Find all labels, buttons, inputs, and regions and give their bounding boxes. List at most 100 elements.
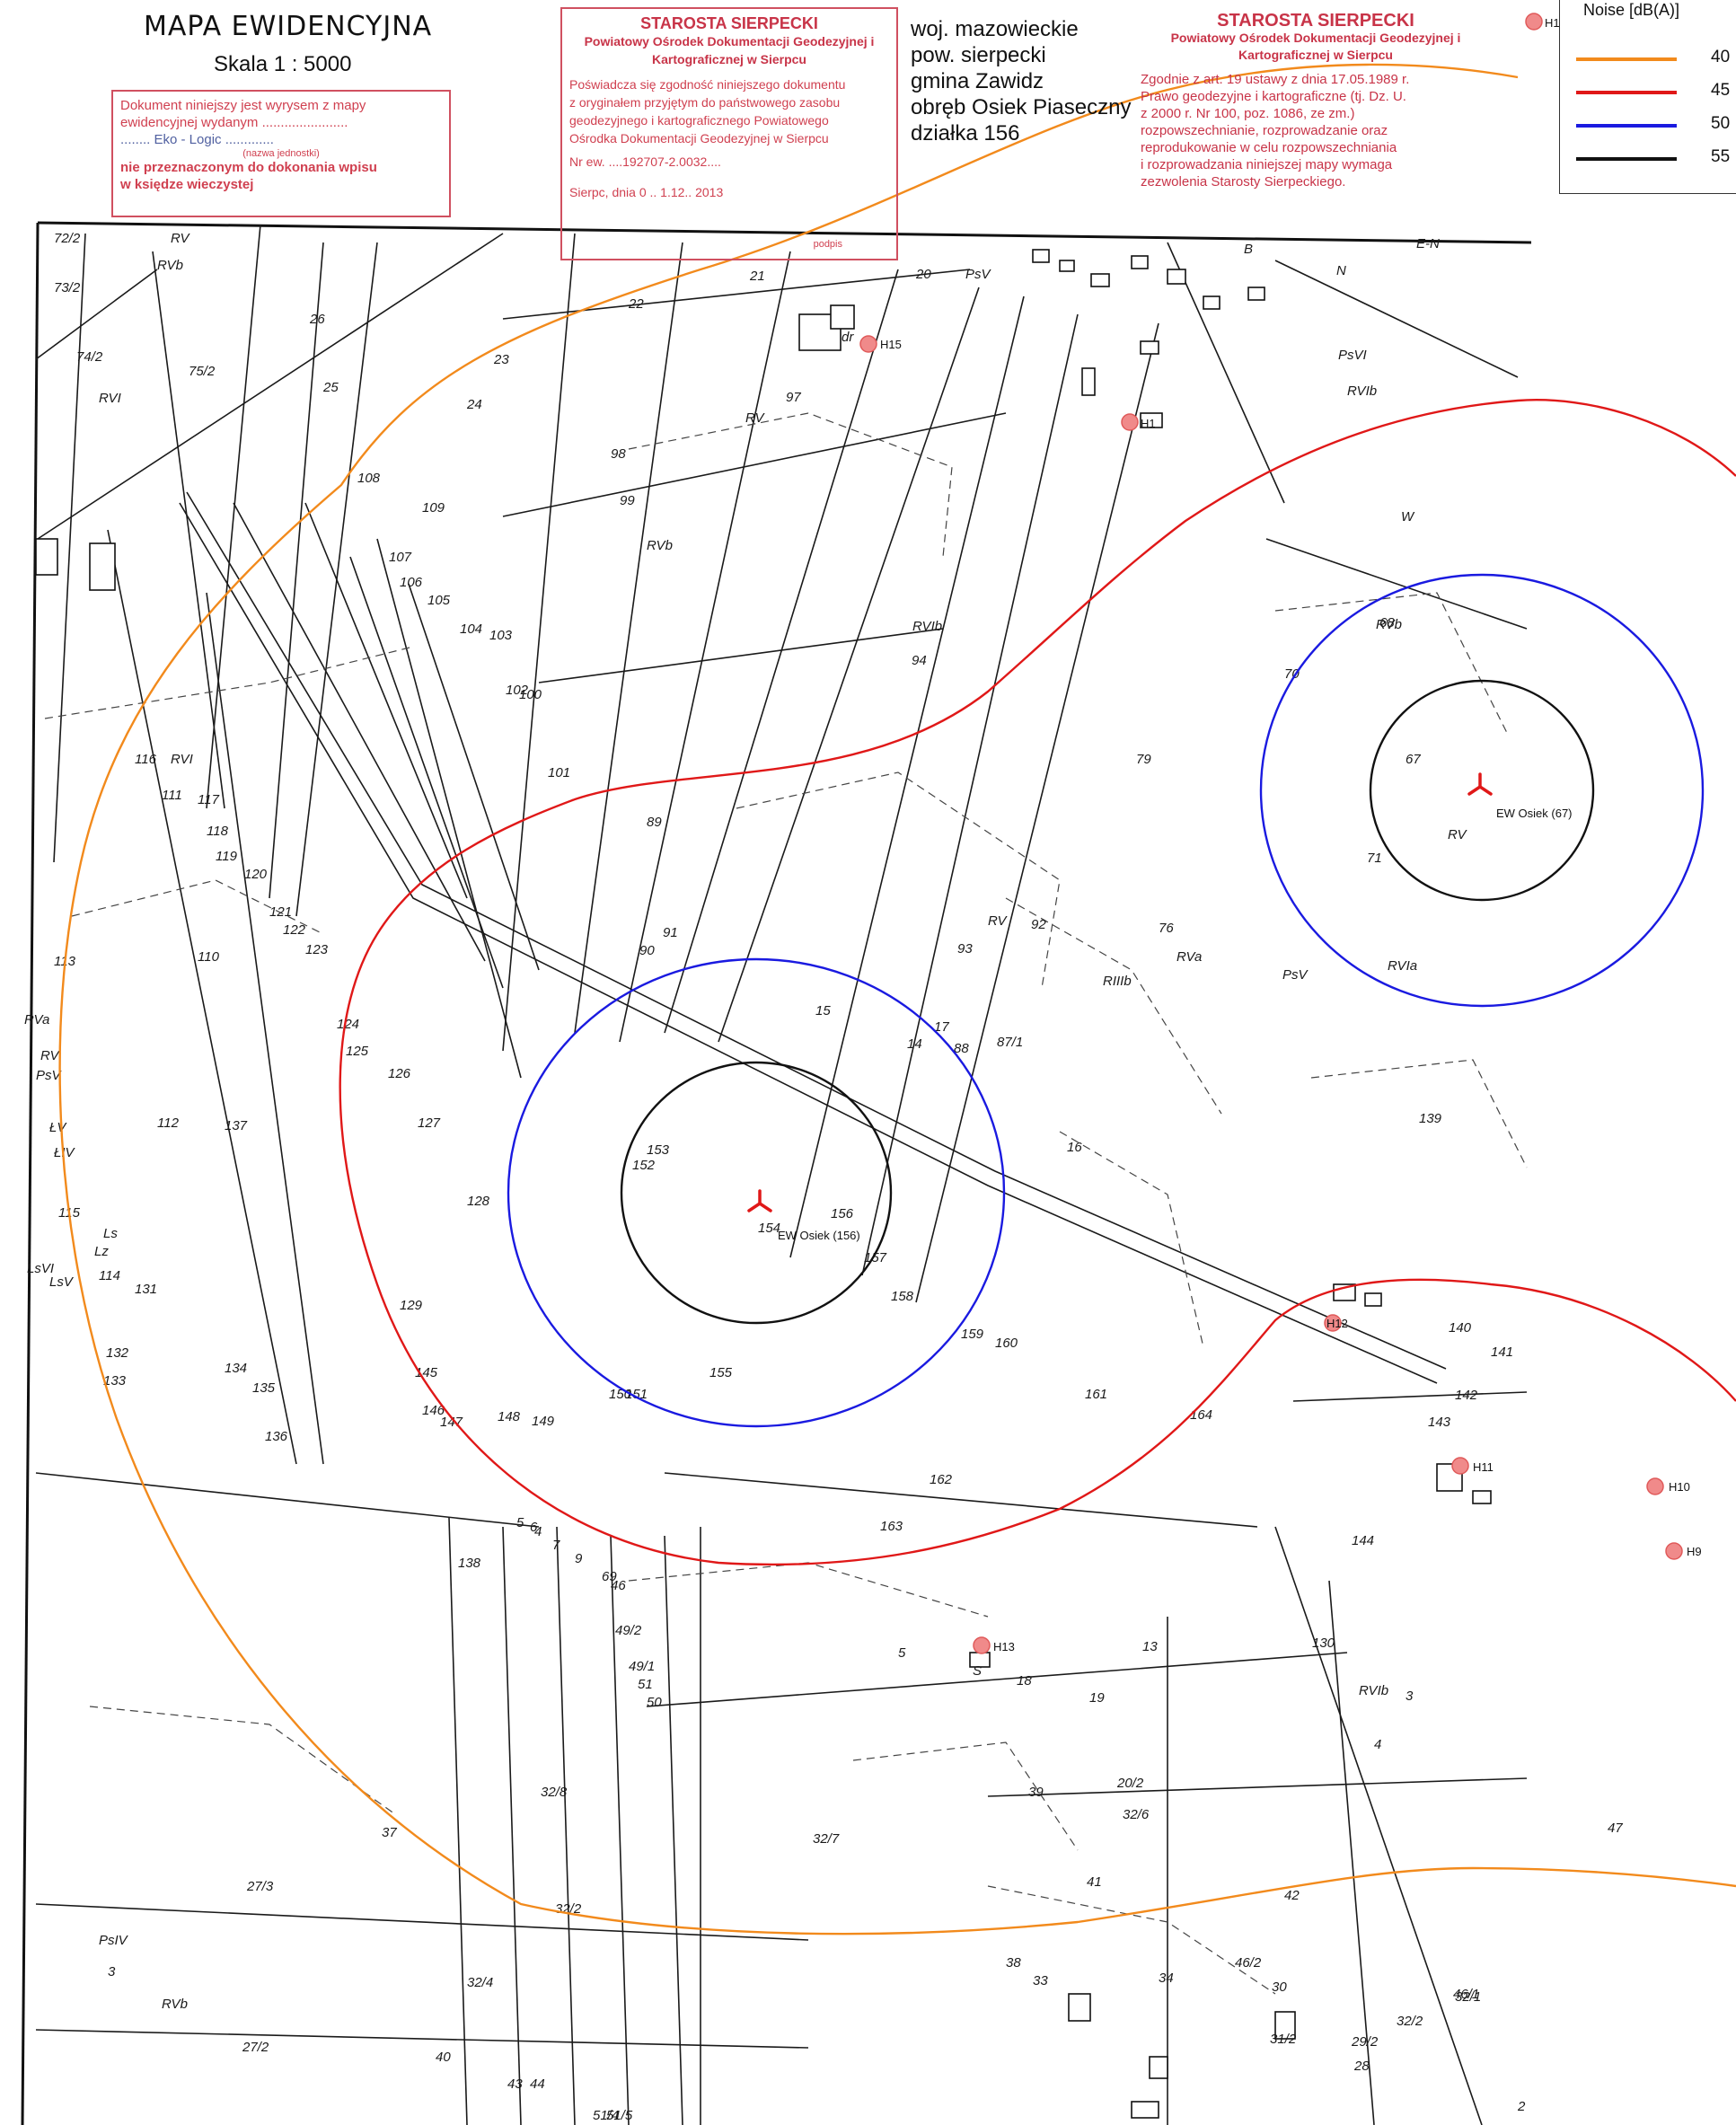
parcel-label: 2 bbox=[1517, 2099, 1526, 2114]
parcel-label: 93 bbox=[957, 941, 973, 957]
parcel-label: 128 bbox=[467, 1194, 490, 1209]
receptor-label-h1-top: H1 bbox=[1545, 16, 1560, 30]
parcel-label: 106 bbox=[400, 575, 423, 590]
copyright-stamp-head: STAROSTA SIERPECKI bbox=[1217, 11, 1414, 31]
parcel-label: 51 bbox=[638, 1677, 653, 1692]
parcel-label: 107 bbox=[389, 550, 412, 565]
parcel-label: LsVI bbox=[27, 1261, 54, 1276]
parcel-label: 74/2 bbox=[76, 349, 103, 365]
receptor-label-h9: H9 bbox=[1687, 1545, 1702, 1558]
parcel-label: 132 bbox=[106, 1345, 129, 1361]
receptor-label-h10: H10 bbox=[1669, 1480, 1690, 1494]
parcel-label: 120 bbox=[244, 867, 268, 882]
parcel-label: 126 bbox=[388, 1066, 411, 1081]
certification-line-6: Sierpc, dnia 0 .. 1.12.. 2013 bbox=[569, 185, 724, 199]
copyright-line-2: Prawo geodezyjne i kartograficzne (tj. D… bbox=[1141, 89, 1406, 104]
location-precinct: obręb Osiek Piaseczny bbox=[911, 95, 1132, 119]
parcel-label: 90 bbox=[639, 943, 655, 958]
parcel-label: 20/2 bbox=[1116, 1776, 1144, 1791]
parcel-label: 38 bbox=[1006, 1955, 1021, 1971]
legend-swatch-45 bbox=[1576, 91, 1677, 94]
parcel-label: 40 bbox=[436, 2050, 451, 2065]
parcel-label: 97 bbox=[786, 390, 801, 405]
parcel-label: 160 bbox=[995, 1336, 1018, 1351]
contour-50-db-156 bbox=[507, 957, 1006, 1428]
contour-50-db-67 bbox=[1259, 573, 1705, 1008]
parcel-boundaries bbox=[35, 224, 1528, 2125]
receptor-label-h12: H12 bbox=[1326, 1317, 1348, 1330]
parcel-label: 76 bbox=[1159, 921, 1174, 936]
turbine-label-67: EW Osiek (67) bbox=[1496, 807, 1573, 820]
parcel-label: 94 bbox=[912, 653, 927, 668]
parcel-label: 164 bbox=[1190, 1407, 1212, 1423]
copyright-line-6: i rozprowadzania niniejszej mapy wymaga bbox=[1141, 157, 1393, 172]
receptor-label-h11: H11 bbox=[1473, 1460, 1494, 1474]
certification-line-2: z oryginałem przyjętym do państwowego za… bbox=[569, 95, 841, 110]
parcel-label: RVb bbox=[647, 538, 673, 553]
turbine-label-156: EW Osiek (156) bbox=[778, 1229, 860, 1242]
parcel-label: 117 bbox=[198, 792, 220, 807]
parcel-label: 30 bbox=[1272, 1980, 1287, 1995]
parcel-label: E-N bbox=[1416, 236, 1440, 251]
parcel-label: 71 bbox=[1367, 851, 1382, 866]
parcel-label: S bbox=[973, 1663, 982, 1679]
parcel-label: 5 bbox=[898, 1645, 906, 1661]
legend-swatch-55 bbox=[1576, 157, 1677, 161]
parcel-label: 156 bbox=[831, 1206, 854, 1221]
parcel-label: 34 bbox=[1159, 1971, 1174, 1986]
landuse-boundaries bbox=[44, 412, 1528, 1995]
parcel-label: RVIb bbox=[912, 619, 942, 634]
certification-stamp-sub: Powiatowy Ośrodek Dokumentacji Geodezyjn… bbox=[584, 34, 875, 66]
parcel-label: 19 bbox=[1089, 1690, 1105, 1706]
parcel-label: 121 bbox=[269, 904, 292, 920]
parcel-label: dr bbox=[842, 330, 854, 345]
copyright-line-1: Zgodnie z art. 19 ustawy z dnia 17.05.19… bbox=[1141, 72, 1410, 87]
parcel-label: 149 bbox=[532, 1414, 555, 1429]
extract-stamp-line-2: ewidencyjnej wydanym ...................… bbox=[120, 115, 348, 130]
turbine-67 bbox=[1467, 772, 1493, 796]
parcel-label: RVI bbox=[99, 391, 121, 406]
parcel-label: 44 bbox=[530, 2077, 545, 2092]
parcel-label: 146 bbox=[422, 1403, 445, 1418]
parcel-label: 143 bbox=[1428, 1415, 1451, 1430]
parcel-label: 153 bbox=[647, 1142, 670, 1158]
receptor-label-h1: H1 bbox=[1141, 417, 1156, 430]
certification-stamp: STAROSTA SIERPECKI Powiatowy Ośrodek Dok… bbox=[560, 7, 898, 260]
copyright-stamp-sub: Powiatowy Ośrodek Dokumentacji Geodezyjn… bbox=[1170, 31, 1461, 62]
parcel-label: 141 bbox=[1491, 1345, 1513, 1360]
parcel-label: RIIIb bbox=[1103, 974, 1132, 989]
turbine-icon bbox=[1467, 772, 1493, 796]
parcel-label: 122 bbox=[283, 922, 306, 938]
parcel-label: 123 bbox=[305, 942, 329, 957]
parcel-label: 32/4 bbox=[467, 1975, 493, 1990]
legend-item-45: 45 bbox=[1576, 81, 1734, 104]
receptor-label-h15: H15 bbox=[880, 338, 902, 351]
certification-line-4: Ośrodka Dokumentacji Geodezyjnej w Sierp… bbox=[569, 131, 829, 145]
parcel-label: 154 bbox=[758, 1221, 780, 1236]
parcel-label: W bbox=[1401, 509, 1415, 525]
certification-sign: podpis bbox=[813, 239, 842, 250]
parcel-label: 20 bbox=[915, 267, 931, 282]
noise-legend: Noise [dB(A)] 40 45 50 55 bbox=[1559, 0, 1736, 194]
parcel-label: 32/1 bbox=[1455, 1989, 1481, 2005]
turbine-icon bbox=[747, 1189, 772, 1212]
receptor-label-h13: H13 bbox=[993, 1640, 1015, 1653]
parcel-label: 46/1 bbox=[1453, 1987, 1479, 2002]
parcel-label: 21 bbox=[749, 269, 765, 284]
parcel-label: 46/2 bbox=[1235, 1955, 1262, 1971]
parcel-label: 51/5 bbox=[606, 2108, 633, 2123]
parcel-label: 98 bbox=[611, 446, 626, 462]
parcel-label: 72/2 bbox=[54, 231, 81, 246]
contour-40-db bbox=[58, 63, 1736, 1935]
receptor-labels: H15 H1 H12 H11 H10 H9 H13 H1 bbox=[880, 16, 1702, 1653]
parcel-label: 9 bbox=[575, 1551, 583, 1566]
parcel-label: 67 bbox=[1406, 752, 1421, 767]
parcel-label: 75/2 bbox=[189, 364, 216, 379]
parcel-label: 25 bbox=[322, 380, 339, 395]
parcel-label: 18 bbox=[1017, 1673, 1032, 1689]
parcel-label: 3 bbox=[1406, 1689, 1414, 1704]
parcel-label: 43 bbox=[507, 2077, 523, 2092]
parcel-label: 155 bbox=[709, 1365, 733, 1380]
